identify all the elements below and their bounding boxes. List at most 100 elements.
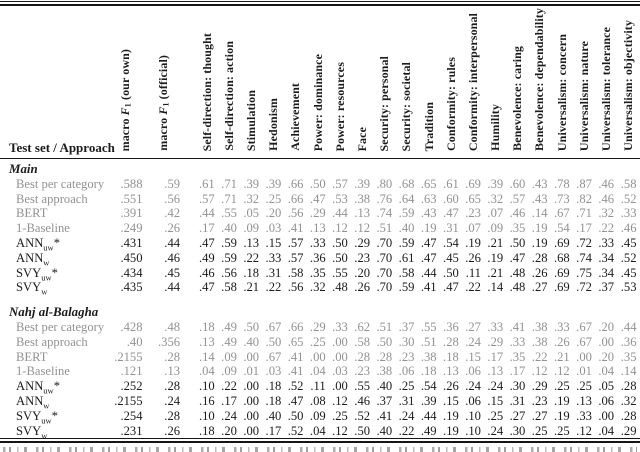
column-header: Benevolence: dependability: [528, 6, 552, 159]
metric-cell: .428: [120, 319, 143, 334]
metric-cell: .19: [443, 408, 459, 423]
metric-cell: .26: [443, 379, 459, 394]
metric-cell: .00: [332, 379, 348, 394]
section-row: Nahj al-Balagha: [0, 295, 640, 320]
row-label-subscript: uw: [43, 385, 54, 396]
section-row: Main: [0, 159, 640, 177]
metric-cell: .13: [487, 364, 504, 379]
metric-cell: .450: [120, 250, 143, 265]
metric-cell: .65: [465, 191, 481, 206]
metric-cell: .50: [309, 176, 326, 191]
metric-cell: .46: [598, 191, 615, 206]
metric-cell: .47: [443, 280, 459, 295]
metric-cell: .12: [553, 364, 570, 379]
section-title: Nahj al-Balagha: [9, 305, 99, 320]
metric-cell: .80: [376, 176, 393, 191]
metric-cell: .70: [376, 265, 393, 280]
column-header-label: Security: societal: [399, 61, 414, 151]
metric-cell: .20: [265, 206, 282, 221]
metric-cell: .00: [243, 379, 260, 394]
metric-cell: .73: [553, 191, 570, 206]
metric-cell: .33: [487, 319, 504, 334]
metric-cell: .40: [221, 221, 237, 236]
metric-cell: .75: [576, 265, 592, 280]
metric-cell: .2155: [114, 393, 143, 408]
metric-cell: .00: [598, 408, 615, 423]
column-header: Power: resources: [329, 6, 352, 159]
table-row: Best per category .428 .48 .18 .49 .50 .67 .66.…: [0, 320, 640, 335]
metric-cell: .20: [598, 319, 615, 334]
metric-cell: .25: [531, 423, 548, 438]
metric-cell: .34: [598, 265, 615, 280]
column-header-label: Power: resources: [332, 61, 347, 151]
metric-cell: .59: [221, 235, 237, 250]
metric-cell: .40: [376, 423, 393, 438]
row-label: SVYw: [16, 280, 48, 297]
metric-cell: .10: [198, 408, 215, 423]
metric-cell: .38: [376, 364, 393, 379]
column-header-label: Benevolence: dependability: [532, 8, 547, 151]
metric-cell: .58: [287, 265, 304, 280]
metric-cell: .15: [443, 393, 459, 408]
metric-cell: .66: [287, 176, 304, 191]
metric-cell: .16: [198, 393, 215, 408]
column-header: macro F1 (official): [146, 6, 197, 159]
metric-cell: .06: [398, 364, 415, 379]
metric-cell: .62: [354, 319, 371, 334]
metric-cell: .31: [509, 393, 526, 408]
column-header: Tradition: [417, 6, 441, 159]
metric-cell: .30: [509, 423, 526, 438]
column-header: Universalism: tolerance: [595, 6, 618, 159]
metric-cell: .69: [465, 176, 481, 191]
metric-cell: .71: [221, 191, 237, 206]
metric-cell: .13: [443, 364, 459, 379]
metric-cell: .07: [487, 206, 504, 221]
metric-cell: .17: [198, 221, 215, 236]
metric-cell: .00: [332, 334, 348, 349]
metric-cell: .00: [243, 393, 260, 408]
metric-cell: .23: [465, 206, 481, 221]
column-header: Hedonism: [262, 6, 285, 159]
column-header-label: Humility: [488, 104, 503, 151]
metric-cell: .31: [398, 393, 415, 408]
metric-cell: .50: [332, 235, 348, 250]
metric-cell: .60: [509, 176, 526, 191]
metric-cell: .70: [376, 235, 393, 250]
metric-cell: .27: [531, 280, 548, 295]
metric-cell: .52: [620, 250, 637, 265]
metric-cell: .30: [509, 379, 526, 394]
metric-cell: .28: [164, 379, 181, 394]
metric-cell: .28: [376, 349, 393, 364]
metric-cell: .67: [265, 349, 282, 364]
metric-cell: .53: [620, 280, 637, 295]
column-header: Power: dominance: [306, 6, 330, 159]
metric-cell: .45: [443, 250, 459, 265]
metric-cell: .25: [576, 379, 592, 394]
table-header: Test set / Approach macro F1 (our own) mac…: [0, 6, 640, 159]
metric-cell: .41: [287, 364, 304, 379]
metric-cell: .26: [465, 250, 481, 265]
metric-cell: .25: [398, 379, 415, 394]
metric-cell: .51: [376, 221, 393, 236]
metric-cell: .67: [553, 206, 570, 221]
metric-cell: .40: [398, 221, 415, 236]
metric-cell: .41: [376, 408, 393, 423]
metric-cell: .57: [509, 191, 526, 206]
metric-cell: .67: [576, 319, 592, 334]
metric-cell: .74: [576, 250, 592, 265]
metric-cell: .47: [309, 191, 326, 206]
metric-cell: .32: [487, 191, 504, 206]
table-row: ANNw .450 .46 .49 .59 .22 .33 .57 .36 .50 .23 .70 .6…: [0, 250, 640, 267]
metric-cell: .69: [553, 280, 570, 295]
metric-cell: .52: [287, 379, 304, 394]
metric-cell: .25: [265, 191, 282, 206]
metric-cell: .51: [420, 334, 437, 349]
metric-cell: .07: [465, 221, 481, 236]
metric-cell: .38: [420, 349, 437, 364]
metric-cell: .18: [443, 349, 459, 364]
metric-cell: .10: [465, 408, 481, 423]
metric-cell: .46: [164, 250, 181, 265]
metric-cell: .87: [576, 176, 592, 191]
metric-cell: .47: [287, 393, 304, 408]
metric-cell: .06: [598, 393, 615, 408]
